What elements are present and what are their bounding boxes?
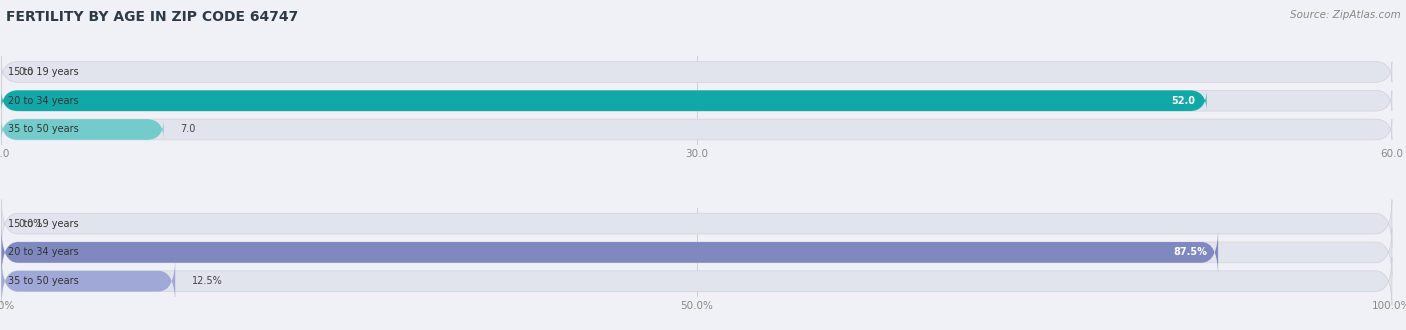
Text: 20 to 34 years: 20 to 34 years: [8, 248, 79, 257]
Text: 52.0: 52.0: [1171, 96, 1195, 106]
FancyBboxPatch shape: [1, 199, 1392, 248]
Text: FERTILITY BY AGE IN ZIP CODE 64747: FERTILITY BY AGE IN ZIP CODE 64747: [6, 10, 298, 24]
Text: 0.0%: 0.0%: [18, 218, 42, 229]
Text: 7.0: 7.0: [180, 124, 195, 135]
Text: 15 to 19 years: 15 to 19 years: [8, 67, 79, 77]
FancyBboxPatch shape: [1, 257, 176, 305]
FancyBboxPatch shape: [1, 257, 1392, 305]
FancyBboxPatch shape: [1, 228, 1392, 277]
Text: 35 to 50 years: 35 to 50 years: [8, 276, 79, 286]
Text: 20 to 34 years: 20 to 34 years: [8, 96, 79, 106]
FancyBboxPatch shape: [1, 90, 1206, 111]
Text: 15 to 19 years: 15 to 19 years: [8, 218, 79, 229]
Text: 0.0: 0.0: [18, 67, 34, 77]
FancyBboxPatch shape: [1, 90, 1392, 111]
Text: 87.5%: 87.5%: [1173, 248, 1206, 257]
Text: 12.5%: 12.5%: [191, 276, 222, 286]
FancyBboxPatch shape: [1, 62, 1392, 82]
FancyBboxPatch shape: [1, 119, 1392, 140]
FancyBboxPatch shape: [1, 228, 1218, 277]
Text: 35 to 50 years: 35 to 50 years: [8, 124, 79, 135]
FancyBboxPatch shape: [1, 119, 163, 140]
Text: Source: ZipAtlas.com: Source: ZipAtlas.com: [1289, 10, 1400, 20]
